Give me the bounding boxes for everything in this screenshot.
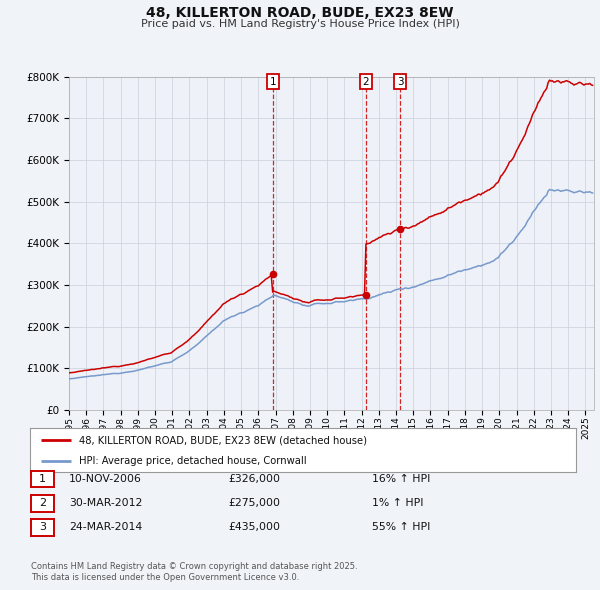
- Text: 1% ↑ HPI: 1% ↑ HPI: [372, 499, 424, 508]
- Text: 10-NOV-2006: 10-NOV-2006: [69, 474, 142, 484]
- Text: Price paid vs. HM Land Registry's House Price Index (HPI): Price paid vs. HM Land Registry's House …: [140, 19, 460, 29]
- Text: Contains HM Land Registry data © Crown copyright and database right 2025.
This d: Contains HM Land Registry data © Crown c…: [31, 562, 358, 582]
- Text: £326,000: £326,000: [228, 474, 280, 484]
- Text: £275,000: £275,000: [228, 499, 280, 508]
- Text: 16% ↑ HPI: 16% ↑ HPI: [372, 474, 430, 484]
- Text: 2: 2: [39, 499, 46, 508]
- Text: 24-MAR-2014: 24-MAR-2014: [69, 523, 142, 532]
- Text: £435,000: £435,000: [228, 523, 280, 532]
- Text: 1: 1: [39, 474, 46, 484]
- Text: HPI: Average price, detached house, Cornwall: HPI: Average price, detached house, Corn…: [79, 456, 307, 466]
- Text: 3: 3: [39, 523, 46, 532]
- Text: 3: 3: [397, 77, 403, 87]
- Text: 30-MAR-2012: 30-MAR-2012: [69, 499, 142, 508]
- Text: 2: 2: [362, 77, 369, 87]
- Text: 48, KILLERTON ROAD, BUDE, EX23 8EW (detached house): 48, KILLERTON ROAD, BUDE, EX23 8EW (deta…: [79, 435, 367, 445]
- Text: 48, KILLERTON ROAD, BUDE, EX23 8EW: 48, KILLERTON ROAD, BUDE, EX23 8EW: [146, 6, 454, 20]
- Text: 1: 1: [270, 77, 277, 87]
- Text: 55% ↑ HPI: 55% ↑ HPI: [372, 523, 430, 532]
